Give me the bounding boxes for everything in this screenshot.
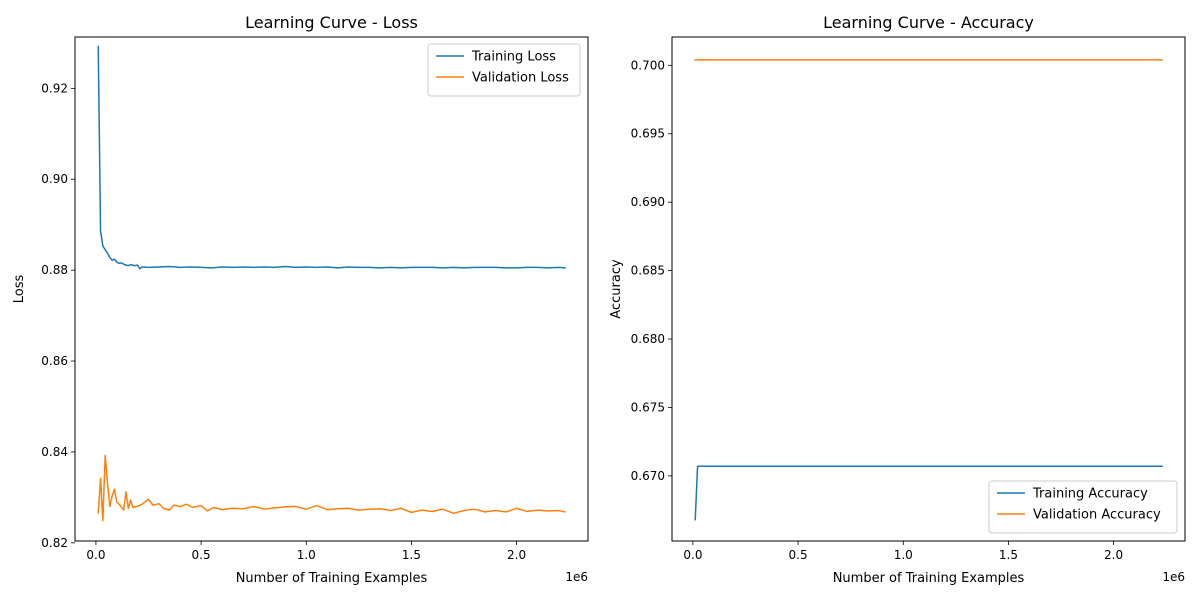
series-line-training-accuracy (694, 465, 1163, 521)
x-offset-label: 1e6 (1162, 570, 1185, 584)
x-tick-label: 1.5 (999, 548, 1018, 562)
subplot-1: 0.0 0.5 1.0 1.5 2.0 0.82 0.84 0.86 0.88 0.90 0.92 1… (12, 13, 589, 586)
x-tick-label: 2.0 (507, 548, 526, 562)
y-tick-label: 0.700 (631, 58, 665, 72)
y-tick-label: 0.670 (631, 469, 665, 483)
legend-label: Training Loss (471, 50, 556, 65)
x-tick-label: 0.0 (683, 548, 702, 562)
y-tick-label: 0.675 (631, 400, 665, 414)
y-tick-label: 0.92 (41, 81, 68, 95)
x-tick-label: 2.0 (1104, 548, 1123, 562)
y-tick-label: 0.90 (41, 172, 68, 186)
y-tick-label: 0.695 (631, 127, 665, 141)
x-tick-label: 1.0 (297, 548, 316, 562)
legend-label: Training Accuracy (1032, 487, 1148, 502)
axes-frame (671, 36, 1186, 542)
y-tick-label: 0.82 (41, 536, 68, 550)
chart-title: Learning Curve - Accuracy (823, 13, 1034, 32)
y-tick-label: 0.680 (631, 332, 665, 346)
y-tick-label: 0.88 (41, 263, 68, 277)
axes-frame (74, 36, 589, 542)
x-axis-label: Number of Training Examples (833, 571, 1025, 586)
x-tick-label: 0.5 (789, 548, 808, 562)
x-tick-label: 1.5 (402, 548, 421, 562)
x-axis-label: Number of Training Examples (236, 571, 428, 586)
legend-box (427, 43, 581, 97)
series-line-validation-loss (97, 454, 566, 522)
legend-label: Validation Accuracy (1033, 508, 1161, 523)
legend-label: Validation Loss (472, 71, 569, 86)
x-tick-label: 0.5 (192, 548, 211, 562)
y-tick-label: 0.685 (631, 264, 665, 278)
x-offset-label: 1e6 (565, 570, 588, 584)
y-tick-label: 0.86 (41, 354, 68, 368)
chart-title: Learning Curve - Loss (245, 13, 418, 32)
y-tick-label: 0.690 (631, 195, 665, 209)
y-axis-label: Accuracy (609, 259, 624, 319)
legend-box (988, 480, 1178, 534)
series-line-training-loss (97, 45, 566, 270)
legend: Training Loss Validation Loss (427, 43, 581, 97)
legend: Training Accuracy Validation Accuracy (988, 480, 1178, 534)
x-tick-label: 1.0 (894, 548, 913, 562)
y-tick-label: 0.84 (41, 445, 68, 459)
x-tick-label: 0.0 (86, 548, 105, 562)
y-axis-label: Loss (12, 275, 27, 304)
subplot-2: 0.0 0.5 1.0 1.5 2.0 0.670 0.675 0.680 0.685 0.690… (609, 13, 1186, 586)
